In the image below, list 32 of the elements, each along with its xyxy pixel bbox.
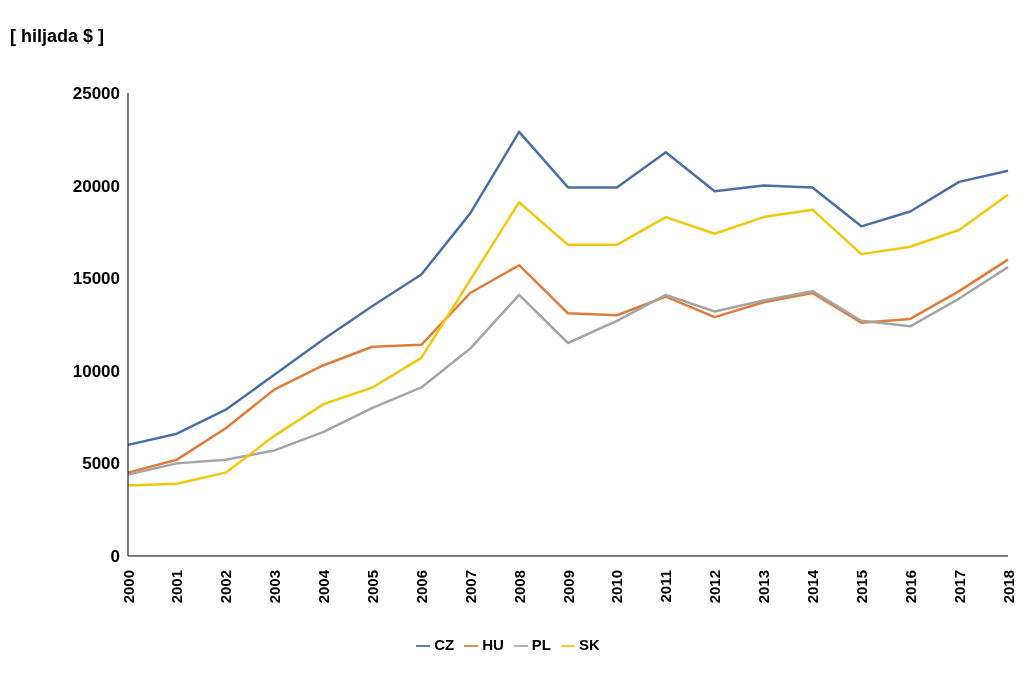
x-tick-label: 2003 [266, 569, 284, 604]
x-tick-label: 2017 [950, 569, 968, 604]
y-tick-label: 0 [110, 547, 120, 566]
y-tick-label: 20000 [72, 176, 120, 196]
x-tick-label: 2018 [999, 569, 1017, 604]
x-tick-label: 2010 [608, 569, 626, 604]
x-tick-label: 2004 [315, 569, 333, 604]
line-series [126, 130, 1010, 447]
legend-label: HU [482, 635, 504, 653]
x-tick-label: 2008 [510, 569, 528, 604]
x-tick-label: 2013 [755, 569, 773, 604]
y-tick-label: 15000 [72, 269, 120, 289]
x-tick-label: 2006 [412, 569, 430, 604]
y-tick-label: 5000 [82, 454, 120, 474]
y-tick-label: 25000 [72, 84, 120, 104]
x-tick-label: 2002 [217, 569, 235, 604]
legend-label: SK [579, 635, 600, 653]
x-tick-label: 2001 [168, 569, 186, 604]
legend-label: CZ [434, 635, 455, 653]
x-tick-label: 2016 [901, 569, 919, 604]
x-tick-label: 2009 [559, 569, 577, 604]
x-tick-label: 2015 [852, 569, 870, 604]
legend-label: PL [531, 635, 551, 653]
x-tick-label: 2011 [657, 569, 675, 603]
x-tick-label: 2014 [803, 569, 821, 604]
x-tick-label: 2012 [706, 569, 724, 604]
line-series [126, 193, 1010, 487]
x-tick-label: 2000 [119, 569, 137, 604]
y-tick-label: 10000 [72, 361, 120, 381]
x-tick-label: 2005 [363, 569, 381, 604]
y-axis-title: [ hiljada $ ] [10, 26, 105, 47]
x-tick-label: 2007 [461, 569, 479, 604]
